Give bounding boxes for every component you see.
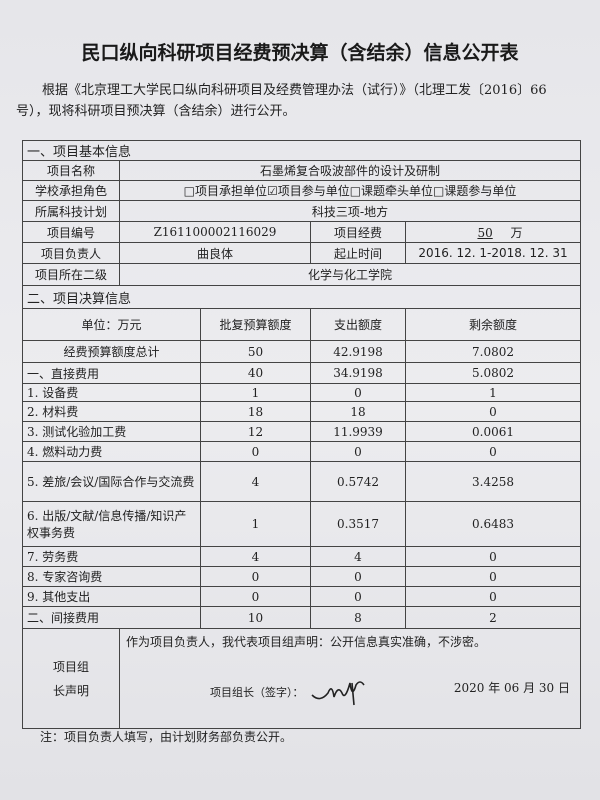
spent-amount: 0	[310, 566, 406, 587]
table-row: 5. 差旅/会议/国际合作与交流费 4 0.5742 3.4258	[22, 461, 581, 502]
section-basic: 一、项目基本信息	[22, 140, 581, 161]
remaining-amount: 7.0802	[405, 340, 581, 363]
header-remaining: 剩余额度	[405, 308, 581, 341]
period: 2016. 12. 1-2018. 12. 31	[405, 242, 581, 264]
item-name: 6. 出版/文献/信息传播/知识产权事务费	[22, 501, 201, 547]
approved-amount: 18	[200, 401, 311, 422]
project-code: Z161100002116029	[119, 221, 311, 243]
item-name: 2. 材料费	[22, 401, 201, 422]
approved-amount: 0	[200, 586, 311, 607]
page-title: 民口纵向科研项目经费预决算（含结余）信息公开表	[81, 42, 519, 64]
remaining-amount: 0	[405, 586, 581, 607]
table-row: 7. 劳务费 4 4 0	[22, 546, 581, 567]
item-name: 8. 专家咨询费	[22, 566, 201, 587]
footnote: 注：项目负责人填写，由计划财务部负责公开。	[40, 730, 293, 744]
approved-amount: 40	[200, 362, 311, 384]
spent-amount: 42.9198	[310, 340, 406, 363]
label: 所属科技计划	[22, 200, 120, 222]
label: 起止时间	[310, 242, 406, 264]
declaration-date: 2020 年 06 月 30 日	[453, 681, 570, 695]
item-name: 9. 其他支出	[22, 586, 201, 607]
signature-line: 项目组长（签字）：	[210, 679, 368, 707]
spent-amount: 4	[310, 546, 406, 567]
label: 项目名称	[22, 160, 120, 181]
approved-amount: 1	[200, 501, 311, 547]
spent-amount: 0	[310, 441, 406, 462]
plan: 科技三项-地方	[119, 200, 581, 222]
approved-amount: 50	[200, 340, 311, 363]
remaining-amount: 5.0802	[405, 362, 581, 384]
spent-amount: 0	[310, 383, 406, 402]
header-unit: 单位：万元	[22, 308, 201, 341]
info-table: 一、项目基本信息 项目名称 石墨烯复合吸波部件的设计及研制 学校承担角色 □项目承担…	[22, 140, 581, 729]
spent-amount: 8	[310, 606, 406, 629]
remaining-amount: 0.6483	[405, 501, 581, 547]
fund-value: 50	[477, 225, 493, 240]
declaration-cell: 作为项目负责人，我代表项目组声明：公开信息真实准确，不涉密。 项目组长（签字）：…	[119, 628, 581, 729]
spent-amount: 18	[310, 401, 406, 422]
declaration-label: 项目组长声明	[22, 628, 120, 729]
item-name: 二、间接费用	[22, 606, 201, 629]
declaration-text: 作为项目负责人，我代表项目组声明：公开信息真实准确，不涉密。	[126, 635, 487, 649]
label: 项目编号	[22, 221, 120, 243]
label: 项目负责人	[22, 242, 120, 264]
table-row: 2. 材料费 18 18 0	[22, 401, 581, 422]
item-name: 经费预算额度总计	[22, 340, 201, 363]
project-name: 石墨烯复合吸波部件的设计及研制	[119, 160, 581, 181]
table-row: 9. 其他支出 0 0 0	[22, 586, 581, 607]
table-row: 二、间接费用 10 8 2	[22, 606, 581, 629]
leader: 曲良体	[119, 242, 311, 264]
item-name: 5. 差旅/会议/国际合作与交流费	[22, 461, 201, 502]
remaining-amount: 0	[405, 441, 581, 462]
table-row: 4. 燃料动力费 0 0 0	[22, 441, 581, 462]
table-row: 经费预算额度总计 50 42.9198 7.0802	[22, 340, 581, 363]
item-name: 4. 燃料动力费	[22, 441, 201, 462]
remaining-amount: 3.4258	[405, 461, 581, 502]
table-row: 一、直接费用 40 34.9198 5.0802	[22, 362, 581, 384]
school-role: □项目承担单位☑项目参与单位□课题牵头单位□课题参与单位	[119, 180, 581, 201]
item-name: 一、直接费用	[22, 362, 201, 384]
fund-unit: 万	[510, 225, 523, 240]
spent-amount: 11.9939	[310, 421, 406, 442]
approved-amount: 4	[200, 461, 311, 502]
approved-amount: 12	[200, 421, 311, 442]
table-row: 8. 专家咨询费 0 0 0	[22, 566, 581, 587]
spent-amount: 0	[310, 586, 406, 607]
remaining-amount: 0	[405, 546, 581, 567]
approved-amount: 10	[200, 606, 311, 629]
section-budget: 二、项目决算信息	[22, 285, 581, 309]
remaining-amount: 0	[405, 566, 581, 587]
label: 学校承担角色	[22, 180, 120, 201]
project-fund: 50 万	[405, 221, 581, 243]
header-approved: 批复预算额度	[200, 308, 311, 341]
department: 化学与化工学院	[119, 263, 581, 286]
table-row: 1. 设备费 1 0 1	[22, 383, 581, 402]
approved-amount: 1	[200, 383, 311, 402]
remaining-amount: 0.0061	[405, 421, 581, 442]
table-row: 3. 测试化验加工费 12 11.9939 0.0061	[22, 421, 581, 442]
item-name: 3. 测试化验加工费	[22, 421, 201, 442]
signature-image	[310, 681, 365, 706]
approved-amount: 4	[200, 546, 311, 567]
label: 项目所在二级	[22, 263, 120, 286]
spent-amount: 0.5742	[310, 461, 406, 502]
label: 项目经费	[310, 221, 406, 243]
item-name: 1. 设备费	[22, 383, 201, 402]
approved-amount: 0	[200, 441, 311, 462]
item-name: 7. 劳务费	[22, 546, 201, 567]
spent-amount: 0.3517	[310, 501, 406, 547]
spent-amount: 34.9198	[310, 362, 406, 384]
remaining-amount: 2	[405, 606, 581, 629]
remaining-amount: 1	[405, 383, 581, 402]
header-spent: 支出额度	[310, 308, 406, 341]
table-row: 6. 出版/文献/信息传播/知识产权事务费 1 0.3517 0.6483	[22, 501, 581, 547]
intro-paragraph: 根据《北京理工大学民口纵向科研项目及经费管理办法（试行）》（北理工发〔2016〕…	[16, 83, 547, 119]
sign-label: 项目组长（签字）：	[210, 686, 304, 699]
approved-amount: 0	[200, 566, 311, 587]
remaining-amount: 0	[405, 401, 581, 422]
